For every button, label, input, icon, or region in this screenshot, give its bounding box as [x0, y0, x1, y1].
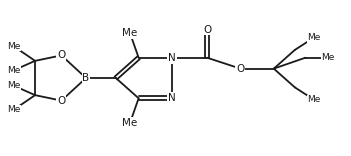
Text: B: B [82, 73, 90, 83]
Text: Me: Me [7, 41, 20, 51]
Text: N: N [168, 93, 176, 103]
Text: O: O [236, 64, 245, 74]
Text: Me: Me [322, 53, 335, 62]
Text: Me: Me [307, 33, 321, 42]
Text: O: O [57, 50, 66, 60]
Text: O: O [203, 25, 211, 35]
Text: Me: Me [122, 118, 138, 128]
Text: O: O [57, 96, 66, 106]
Text: N: N [168, 53, 176, 63]
Text: Me: Me [7, 66, 21, 75]
Text: Me: Me [7, 105, 20, 115]
Text: Me: Me [122, 28, 138, 38]
Text: Me: Me [307, 95, 321, 104]
Text: Me: Me [7, 81, 21, 90]
